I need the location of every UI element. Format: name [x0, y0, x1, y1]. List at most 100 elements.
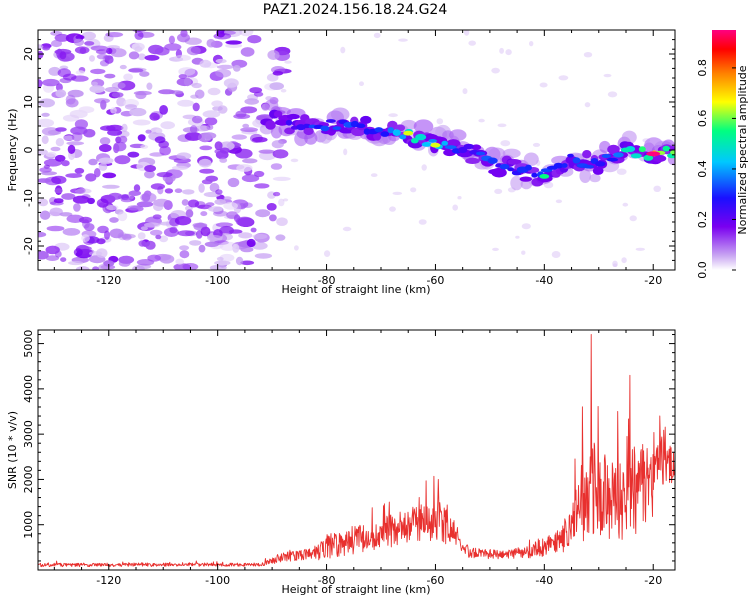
noise-blob: [177, 230, 195, 237]
noise-blob: [108, 192, 123, 200]
noise-blob: [62, 73, 77, 81]
faint-blob: [370, 173, 378, 178]
noise-blob: [155, 234, 162, 240]
noise-blob: [149, 112, 160, 121]
noise-blob: [159, 105, 168, 115]
noise-blob: [272, 71, 284, 76]
ridge-core: [572, 157, 581, 164]
noise-blob: [269, 214, 277, 222]
noise-blob: [38, 178, 52, 183]
noise-blob: [214, 141, 223, 151]
faint-blob: [505, 49, 512, 56]
colorbar-gradient: [712, 30, 736, 270]
faint-blob: [342, 226, 352, 232]
ridge-core: [399, 134, 407, 140]
ridge-halo: [621, 130, 637, 144]
ridge-core: [525, 164, 532, 171]
noise-blob: [98, 162, 108, 171]
noise-blob: [73, 38, 85, 46]
noise-blob: [179, 245, 190, 251]
noise-blob: [276, 217, 288, 226]
faint-blob: [294, 245, 299, 251]
noise-blob: [214, 198, 226, 205]
spectrogram-y-tick-label: -20: [22, 237, 35, 255]
noise-blob: [132, 265, 145, 270]
noise-blob: [91, 81, 98, 86]
noise-blob: [153, 202, 164, 212]
noise-blob: [67, 144, 76, 154]
noise-blob: [177, 33, 190, 43]
noise-blob: [192, 102, 200, 112]
colorbar-tick-label: 0.6: [696, 110, 709, 128]
snr-series-line: [38, 334, 675, 568]
faint-blob: [515, 235, 520, 239]
noise-blob: [219, 225, 234, 236]
noise-blob: [81, 234, 90, 243]
noise-blob: [38, 98, 55, 108]
noise-blob: [211, 100, 223, 107]
noise-blob: [38, 79, 43, 88]
noise-blob: [233, 65, 241, 72]
noise-blob: [38, 44, 44, 50]
ridge-body: [507, 159, 522, 165]
noise-blob: [136, 201, 154, 208]
noise-blob: [66, 214, 85, 223]
snr-y-tick-label: 4000: [22, 375, 35, 403]
ridge-body: [465, 157, 480, 164]
noise-blob: [140, 226, 148, 231]
noise-blob: [46, 225, 65, 232]
ridge-body: [273, 110, 283, 118]
noise-blob: [117, 211, 128, 222]
noise-blob: [192, 222, 208, 228]
noise-blob: [150, 183, 165, 190]
noise-blob: [199, 59, 212, 68]
noise-blob: [116, 97, 126, 107]
noise-blob: [199, 145, 213, 151]
noise-blob: [100, 99, 107, 110]
noise-blob: [236, 164, 253, 172]
noise-blob: [109, 228, 124, 239]
ridge-peak: [430, 142, 441, 148]
noise-blob: [266, 73, 279, 82]
noise-blob: [246, 238, 256, 248]
noise-blob: [155, 128, 163, 134]
noise-blob: [198, 158, 212, 168]
noise-blob: [204, 117, 218, 126]
noise-blob: [60, 257, 67, 262]
noise-blob: [247, 35, 262, 44]
noise-blob: [144, 165, 156, 172]
spectrogram-x-tick-label: -120: [96, 274, 121, 287]
ridge-halo: [330, 107, 350, 122]
noise-blob: [42, 78, 60, 87]
spectrogram-x-tick-label: -60: [426, 274, 444, 287]
noise-blob: [270, 163, 283, 170]
noise-blob: [74, 167, 85, 174]
faint-blob: [462, 88, 468, 95]
ridge-core: [441, 140, 449, 146]
noise-blob: [59, 212, 73, 217]
ridge-core: [662, 145, 670, 152]
ridge-peak: [621, 147, 631, 153]
faint-blob: [284, 60, 292, 64]
noise-blob: [127, 205, 142, 211]
noise-blob: [214, 260, 231, 266]
faint-blob: [359, 81, 364, 86]
noise-blob: [73, 248, 83, 257]
snr-frame: [37, 329, 676, 571]
noise-blob: [191, 115, 203, 124]
faint-blob: [421, 164, 427, 171]
noise-blob: [135, 91, 147, 100]
ridge-core: [601, 154, 612, 158]
ridge-core: [415, 133, 427, 141]
noise-blob: [179, 250, 190, 259]
noise-blob: [53, 198, 64, 204]
faint-blob: [436, 118, 444, 125]
noise-blob: [55, 83, 63, 92]
noise-blob: [174, 216, 192, 226]
noise-blob: [194, 89, 205, 99]
noise-blob: [152, 214, 162, 220]
faint-blob: [491, 67, 500, 74]
noise-blob: [66, 141, 85, 146]
snr-ticks: -120 -100 -80 -60 -40 -20 1000 2000 3000 4000 5000: [22, 330, 675, 587]
